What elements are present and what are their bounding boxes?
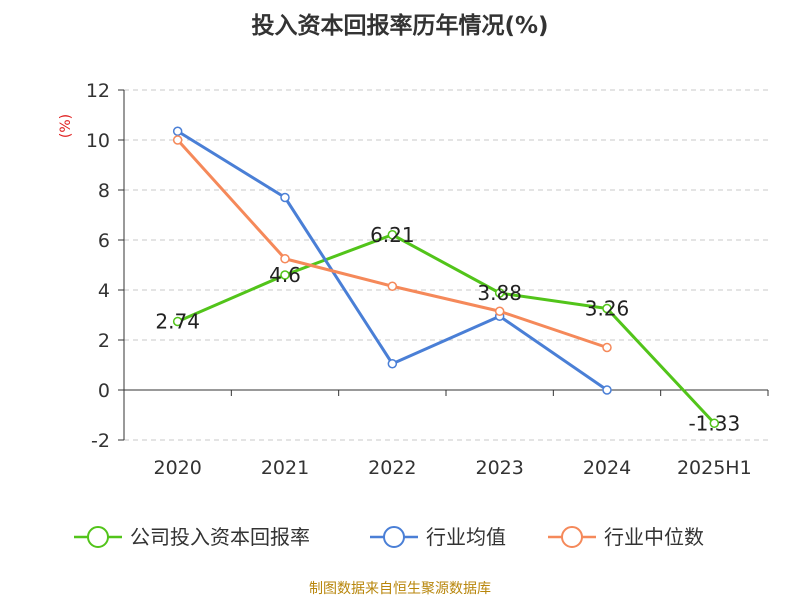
chart-title: 投入资本回报率历年情况(%) xyxy=(251,13,549,39)
legend-label: 行业中位数 xyxy=(604,525,704,549)
y-tick-label: 12 xyxy=(86,80,110,102)
data-point xyxy=(280,270,290,280)
x-tick-label: 2022 xyxy=(368,457,416,479)
y-tick-label: 4 xyxy=(98,280,110,302)
data-point xyxy=(387,281,398,291)
source-note: 制图数据来自恒生聚源数据库 xyxy=(309,581,491,597)
series-lines xyxy=(172,126,720,428)
data-labels: 2.74 4.6 6.21 3.88 3.26 -1.33 xyxy=(155,223,740,436)
legend: 公司投入资本回报率 行业均值 行业中位数 xyxy=(74,525,704,549)
data-point xyxy=(387,359,398,369)
legend-label: 公司投入资本回报率 xyxy=(130,525,310,549)
data-point xyxy=(494,306,505,316)
data-point xyxy=(709,418,720,428)
data-label: 2.74 xyxy=(155,310,200,334)
axes: -2 0 2 4 6 8 10 12 (%) 2020 2021 2022 2023 2024 2025H1 xyxy=(58,80,769,479)
y-tick-label: 0 xyxy=(98,380,110,402)
x-tick-label: 2021 xyxy=(261,457,309,479)
x-tick-label: 2025H1 xyxy=(677,457,752,479)
data-point xyxy=(494,288,505,298)
data-point xyxy=(602,303,612,314)
legend-marker xyxy=(87,526,109,548)
legend-label: 行业均值 xyxy=(426,525,506,549)
y-tick-label: 2 xyxy=(98,330,110,352)
y-tick-label: -2 xyxy=(91,430,110,452)
data-label: 4.6 xyxy=(269,263,301,287)
x-tick-label: 2020 xyxy=(153,457,201,479)
data-label: 3.26 xyxy=(585,297,630,321)
legend-marker xyxy=(383,526,405,548)
data-point xyxy=(280,254,290,264)
data-point xyxy=(602,342,612,353)
series-line xyxy=(176,129,608,392)
y-tick-label: 6 xyxy=(98,230,110,252)
data-point xyxy=(280,192,290,203)
data-label: 6.21 xyxy=(370,223,415,247)
series-line xyxy=(177,233,716,425)
y-tick-label: 10 xyxy=(86,130,110,152)
data-point xyxy=(172,135,183,145)
data-label: 3.88 xyxy=(477,281,522,305)
data-point xyxy=(602,385,612,395)
y-axis-label: (%) xyxy=(58,114,74,138)
legend-marker xyxy=(561,526,583,548)
data-point xyxy=(172,126,183,136)
y-tick-label: 8 xyxy=(98,180,110,202)
data-label: -1.33 xyxy=(688,411,740,435)
data-point xyxy=(172,316,183,327)
x-tick-label: 2024 xyxy=(583,457,631,479)
x-tick-label: 2023 xyxy=(475,457,523,479)
data-point xyxy=(387,230,398,240)
